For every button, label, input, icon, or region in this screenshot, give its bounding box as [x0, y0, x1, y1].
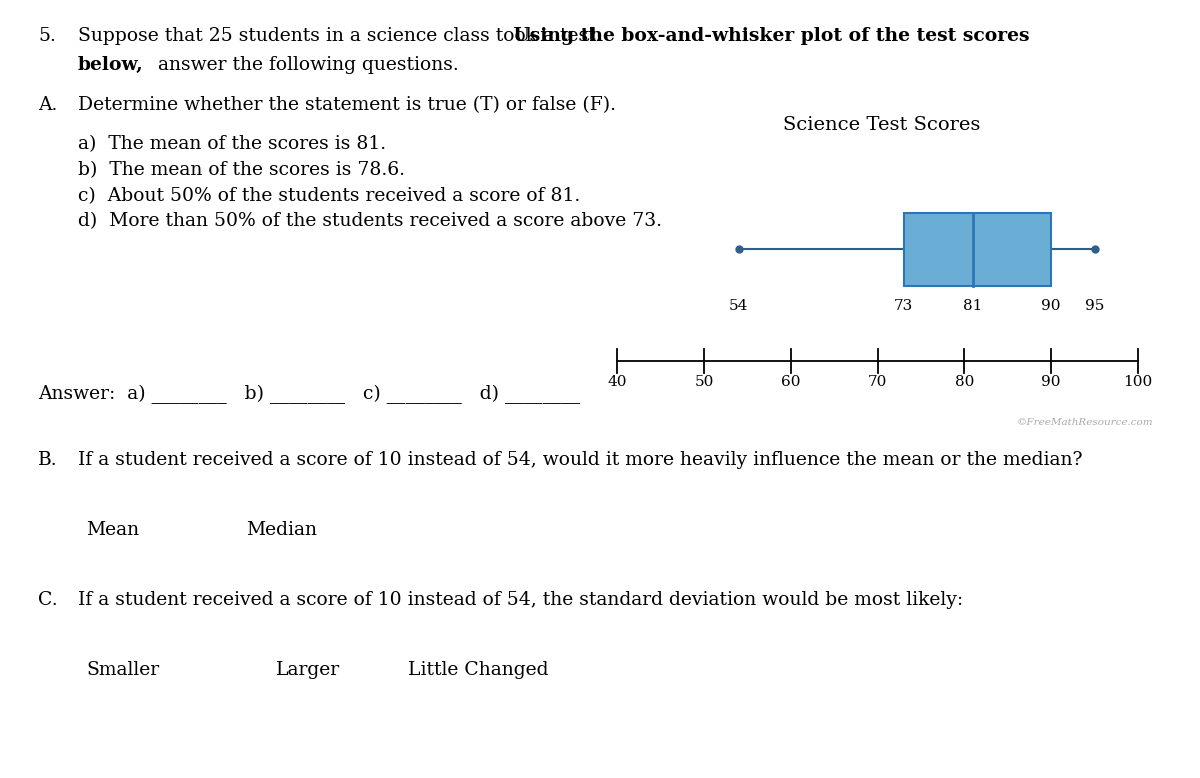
Text: Determine whether the statement is true (T) or false (F).: Determine whether the statement is true … [78, 96, 616, 114]
Text: If a student received a score of 10 instead of 54, would it more heavily influen: If a student received a score of 10 inst… [78, 451, 1082, 469]
Text: 40: 40 [607, 376, 628, 389]
Text: 81: 81 [964, 299, 983, 313]
Text: 70: 70 [868, 376, 887, 389]
Text: Science Test Scores: Science Test Scores [784, 116, 980, 134]
Text: Median: Median [246, 521, 317, 539]
Text: 50: 50 [695, 376, 714, 389]
Text: b)  The mean of the scores is 78.6.: b) The mean of the scores is 78.6. [78, 161, 406, 179]
Text: 80: 80 [955, 376, 974, 389]
Text: Using the box-and-whisker plot of the test scores: Using the box-and-whisker plot of the te… [78, 27, 1030, 45]
Text: A.: A. [38, 96, 58, 114]
Text: Suppose that 25 students in a science class took a test.: Suppose that 25 students in a science cl… [78, 27, 613, 45]
Text: ©FreeMathResource.com: ©FreeMathResource.com [1016, 419, 1153, 427]
Text: C.: C. [38, 591, 58, 609]
Text: d)  More than 50% of the students received a score above 73.: d) More than 50% of the students receive… [78, 212, 662, 230]
Text: Smaller: Smaller [86, 661, 160, 679]
Text: c)  About 50% of the students received a score of 81.: c) About 50% of the students received a … [78, 187, 581, 205]
Text: 100: 100 [1123, 376, 1152, 389]
Text: 5.: 5. [38, 27, 56, 45]
Text: Answer:  a) ________   b) ________   c) ________   d) ________: Answer: a) ________ b) ________ c) _____… [38, 385, 581, 405]
Text: a)  The mean of the scores is 81.: a) The mean of the scores is 81. [78, 135, 386, 153]
Text: below,: below, [78, 56, 144, 74]
Bar [904, 212, 1051, 286]
Text: answer the following questions.: answer the following questions. [152, 56, 458, 74]
Text: 90: 90 [1042, 299, 1061, 313]
Text: Mean: Mean [86, 521, 139, 539]
Text: 90: 90 [1042, 376, 1061, 389]
Text: Little Changed: Little Changed [408, 661, 548, 679]
Text: 60: 60 [781, 376, 800, 389]
Text: 95: 95 [1085, 299, 1104, 313]
Text: If a student received a score of 10 instead of 54, the standard deviation would : If a student received a score of 10 inst… [78, 591, 964, 609]
Text: Larger: Larger [276, 661, 340, 679]
Text: B.: B. [38, 451, 58, 469]
Text: 54: 54 [730, 299, 749, 313]
Text: 73: 73 [894, 299, 913, 313]
